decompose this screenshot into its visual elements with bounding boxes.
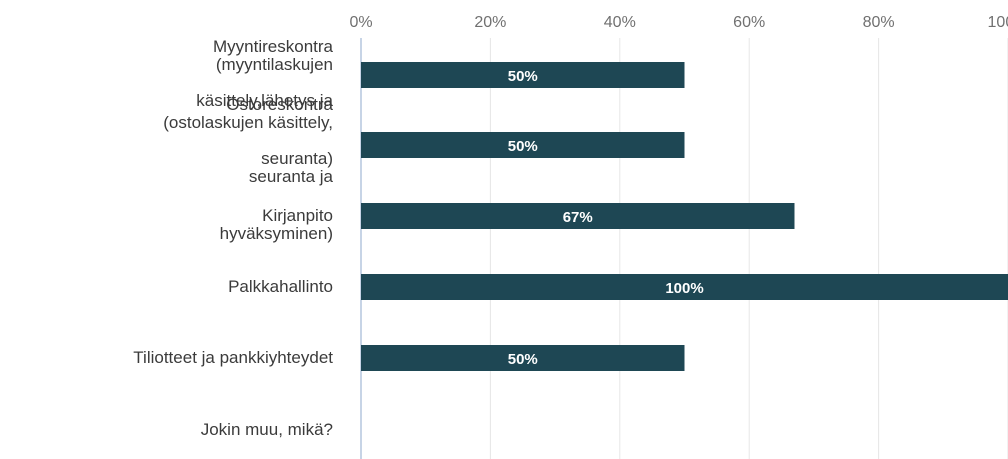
bar-data-label: 50% (508, 68, 538, 85)
x-tick-label: 100% (988, 14, 1008, 31)
bar-data-label: 50% (508, 351, 538, 368)
bar (361, 62, 685, 88)
bar (361, 274, 1008, 300)
bar-data-label: 50% (508, 138, 538, 155)
bar-data-label: 67% (563, 209, 593, 226)
x-tick-label: 20% (474, 14, 506, 31)
x-axis-ticks: 0% 20% 40% 60% 80% 100% (349, 14, 1008, 31)
bar (361, 203, 795, 229)
bar-data-label: 100% (665, 280, 703, 297)
x-tick-label: 40% (604, 14, 636, 31)
x-tick-label: 60% (733, 14, 765, 31)
x-tick-label: 0% (349, 14, 372, 31)
bars (361, 62, 1008, 371)
x-tick-label: 80% (863, 14, 895, 31)
bar (361, 132, 685, 158)
bar-data-labels: 50% 50% 67% 100% 50% (508, 68, 704, 368)
gridlines (360, 38, 1008, 459)
bar (361, 345, 685, 371)
